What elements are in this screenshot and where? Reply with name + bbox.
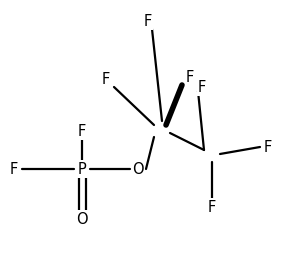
Text: F: F <box>102 72 110 87</box>
Text: F: F <box>10 162 18 177</box>
Text: F: F <box>78 124 86 139</box>
Text: P: P <box>78 162 86 177</box>
Text: F: F <box>208 200 216 215</box>
Text: F: F <box>186 70 194 85</box>
Text: F: F <box>198 80 206 95</box>
Text: F: F <box>264 140 272 155</box>
Text: O: O <box>76 212 88 227</box>
Text: F: F <box>144 14 152 29</box>
Text: O: O <box>132 162 144 177</box>
